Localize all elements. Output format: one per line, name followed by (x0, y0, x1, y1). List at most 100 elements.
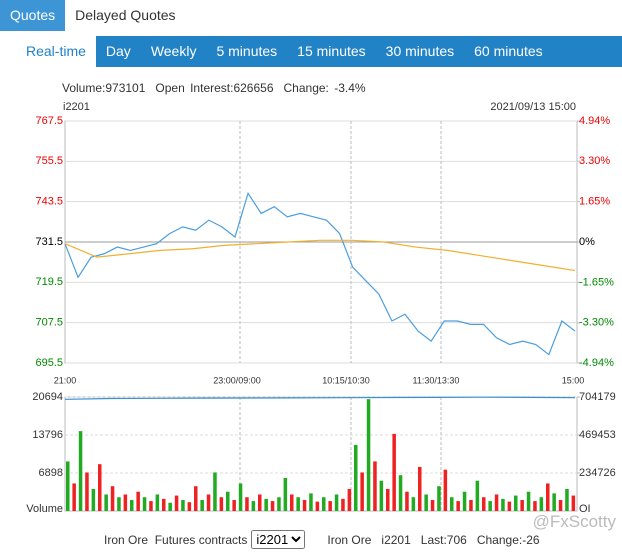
plot-frame (64, 396, 578, 512)
period-tab[interactable]: 15 minutes (297, 43, 366, 59)
symbol: i2201 (63, 101, 90, 113)
volume-bar (309, 493, 313, 511)
volume-bar (488, 501, 492, 511)
volume-bar (565, 488, 569, 511)
info-line: Volume:973101 Open Interest:626656 Change:… (62, 81, 376, 95)
contract-select[interactable]: i2201 (251, 530, 306, 549)
volume-bar (398, 475, 403, 511)
period-tab[interactable]: 60 minutes (474, 43, 543, 59)
volume-bar (552, 493, 556, 511)
volume-bar (194, 486, 198, 511)
volume-bar (482, 497, 486, 511)
volume-bar (174, 495, 179, 511)
volume-bar (155, 494, 160, 511)
timestamp: 2021/09/13 15:00 (490, 101, 576, 113)
y-tick-label: 6898 (39, 467, 63, 479)
period-tab[interactable]: 5 minutes (216, 43, 278, 59)
volume-bar (571, 495, 576, 511)
quote-item: i2201 (381, 532, 411, 547)
volume-bar (334, 494, 339, 511)
volume-bar (187, 502, 192, 511)
volume-bar (373, 461, 377, 511)
oi-line (64, 396, 576, 400)
period-tab[interactable]: Weekly (150, 43, 197, 59)
info-item: Open Interest:626656 (155, 81, 274, 95)
volume-bar (366, 399, 371, 511)
volume-bar (168, 502, 172, 511)
volume-bar (213, 472, 217, 511)
volume-bar (290, 494, 294, 511)
info-item: Volume:973101 (62, 81, 146, 95)
volume-bar (437, 486, 441, 511)
volume-bar (341, 498, 345, 511)
volume-bar (558, 499, 563, 511)
y2-tick-label: 4.94% (579, 115, 610, 127)
y2-tick-label: 0% (579, 236, 595, 248)
volume-bar (219, 497, 224, 511)
y-tick-label: 695.5 (35, 357, 63, 369)
volume-bar (322, 497, 326, 511)
quote-item: Last:706 (420, 532, 467, 547)
volume-bar (264, 498, 268, 511)
volume-bar (85, 472, 89, 511)
y2-tick-label: 3.30% (579, 155, 610, 167)
y-tick-label: 731.5 (35, 236, 63, 248)
period-tab[interactable]: Real-time (16, 36, 96, 67)
product: Iron Ore (104, 532, 149, 547)
y-tick-label: 719.5 (35, 276, 63, 288)
y-tick-label: 743.5 (35, 196, 63, 208)
volume-bar (130, 499, 134, 511)
quote: Iron Ore i2201 Last:706 Change:-26 (327, 533, 549, 547)
volume-bar (469, 499, 473, 511)
x-tick-label: 11:30/13:30 (413, 375, 460, 385)
volume-bar (149, 501, 153, 511)
y2-tick-label: 1.65% (579, 195, 610, 207)
x-tick-label: 15:00 (562, 375, 585, 385)
x-tick-label: 21:00 (54, 375, 77, 385)
axis-label: Volume (26, 503, 63, 515)
volume-bar (98, 464, 102, 511)
y-tick-label: 755.5 (35, 155, 63, 167)
volume-bar (418, 466, 422, 511)
volume-bar (450, 497, 454, 511)
period-tab[interactable]: Day (105, 43, 131, 59)
y2-tick-label: 704179 (579, 391, 616, 403)
volume-bar (302, 499, 307, 511)
y-tick-label: 20694 (32, 391, 63, 403)
period-tab[interactable]: 30 minutes (385, 43, 455, 59)
volume-bar (78, 431, 83, 511)
volume-bar (386, 488, 390, 511)
y2-tick-label: 234726 (579, 467, 616, 479)
volume-bar (494, 494, 499, 511)
tab[interactable]: Delayed Quotes (75, 7, 176, 23)
y2-tick-label: -4.94% (579, 357, 614, 369)
volume-bar (232, 499, 236, 511)
volume-bar (66, 461, 70, 511)
volume-bar (238, 483, 243, 511)
volume-bar (430, 499, 435, 511)
volume-bar (443, 469, 448, 511)
volume-bar (258, 494, 262, 511)
period-tabs: Real-time Day Weekly 5 minutes 15 minutes 30 … (16, 36, 622, 67)
tab[interactable]: Quotes (0, 0, 66, 31)
volume-bar (123, 494, 128, 511)
volume-bar (533, 501, 537, 511)
contract-label: Futures contracts (154, 532, 248, 547)
volume-bar (514, 495, 518, 511)
volume-bar (360, 472, 364, 511)
volume-bar (181, 499, 185, 511)
volume-bar (142, 497, 147, 511)
volume-bar (91, 488, 96, 511)
quote-item: Change:-26 (476, 532, 540, 547)
volume-bar (245, 497, 249, 511)
volume-bar (72, 483, 76, 511)
y2-tick-label: -3.30% (579, 317, 614, 329)
volume-bar (277, 497, 281, 511)
volume-bar (270, 501, 275, 511)
volume-bar (200, 499, 204, 511)
volume-bar (546, 483, 550, 511)
volume-bar (206, 494, 211, 511)
volume-bar (328, 501, 332, 511)
volume-bar (226, 491, 230, 511)
main-tabs: Quotes Delayed Quotes (0, 0, 186, 31)
